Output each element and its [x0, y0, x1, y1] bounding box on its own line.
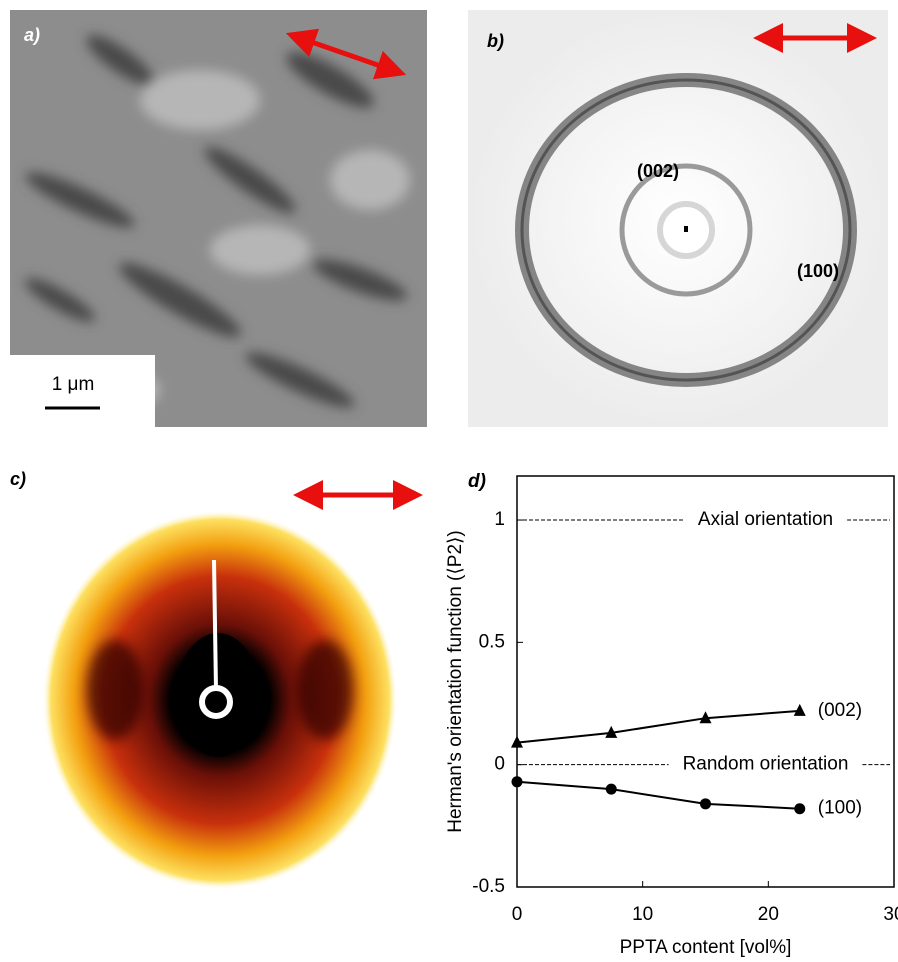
marker [794, 803, 806, 815]
panel-b: (002) (100) b) [468, 10, 888, 427]
y-axis-label: Herman's orientation function (⟨P2⟩) [445, 530, 466, 833]
series-line [516, 709, 800, 744]
x-tick-label: 10 [632, 904, 653, 925]
marker [511, 776, 523, 788]
x-tick-label: 20 [758, 904, 779, 925]
y-tick-label: 1 [494, 509, 505, 530]
panel-label: b) [487, 31, 504, 51]
marker [700, 798, 711, 810]
marker [699, 711, 712, 724]
y-tick-label: -0.5 [472, 876, 505, 897]
x-tick-label: 30 [883, 904, 898, 925]
scale-bar-label: 1 μm [52, 374, 95, 395]
y-tick-label: 0.5 [479, 631, 505, 652]
panel-d: d) -0.500.510102030PPTA content [vol%]He… [445, 471, 898, 958]
marker [793, 703, 806, 716]
marker [511, 735, 523, 748]
panel-c: c) [10, 469, 423, 890]
x-tick-label: 0 [512, 904, 523, 925]
annotation: (100) [797, 261, 839, 281]
annotation: (002) [637, 161, 679, 181]
reference-label: Random orientation [683, 754, 849, 775]
marker [605, 783, 617, 795]
panel-label: d) [468, 471, 486, 492]
y-tick-label: 0 [494, 754, 505, 775]
panel-a: 1 μm a) [10, 10, 427, 427]
series-label: (002) [818, 700, 862, 721]
reference-label: Axial orientation [698, 509, 833, 530]
panel-label: a) [24, 25, 40, 45]
series-label: (100) [818, 798, 862, 819]
x-axis-label: PPTA content [vol%] [620, 937, 792, 958]
plot-frame [516, 475, 895, 888]
panel-label: c) [10, 469, 26, 489]
marker [605, 725, 618, 738]
series-line [516, 780, 800, 810]
